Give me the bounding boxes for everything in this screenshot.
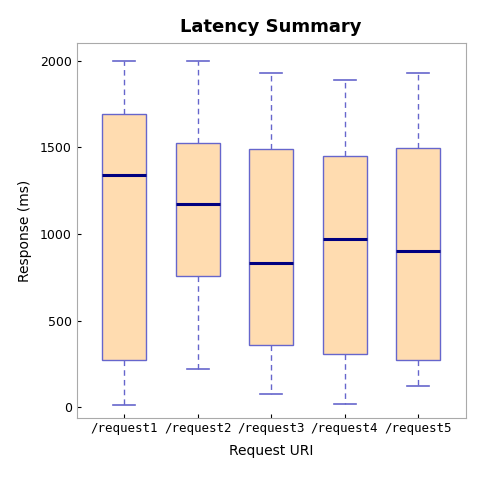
Title: Latency Summary: Latency Summary	[180, 18, 362, 36]
PathPatch shape	[176, 143, 220, 276]
Y-axis label: Response (ms): Response (ms)	[18, 179, 32, 282]
PathPatch shape	[102, 114, 146, 360]
PathPatch shape	[396, 148, 440, 360]
X-axis label: Request URI: Request URI	[229, 444, 313, 458]
PathPatch shape	[323, 156, 367, 354]
PathPatch shape	[249, 149, 293, 345]
